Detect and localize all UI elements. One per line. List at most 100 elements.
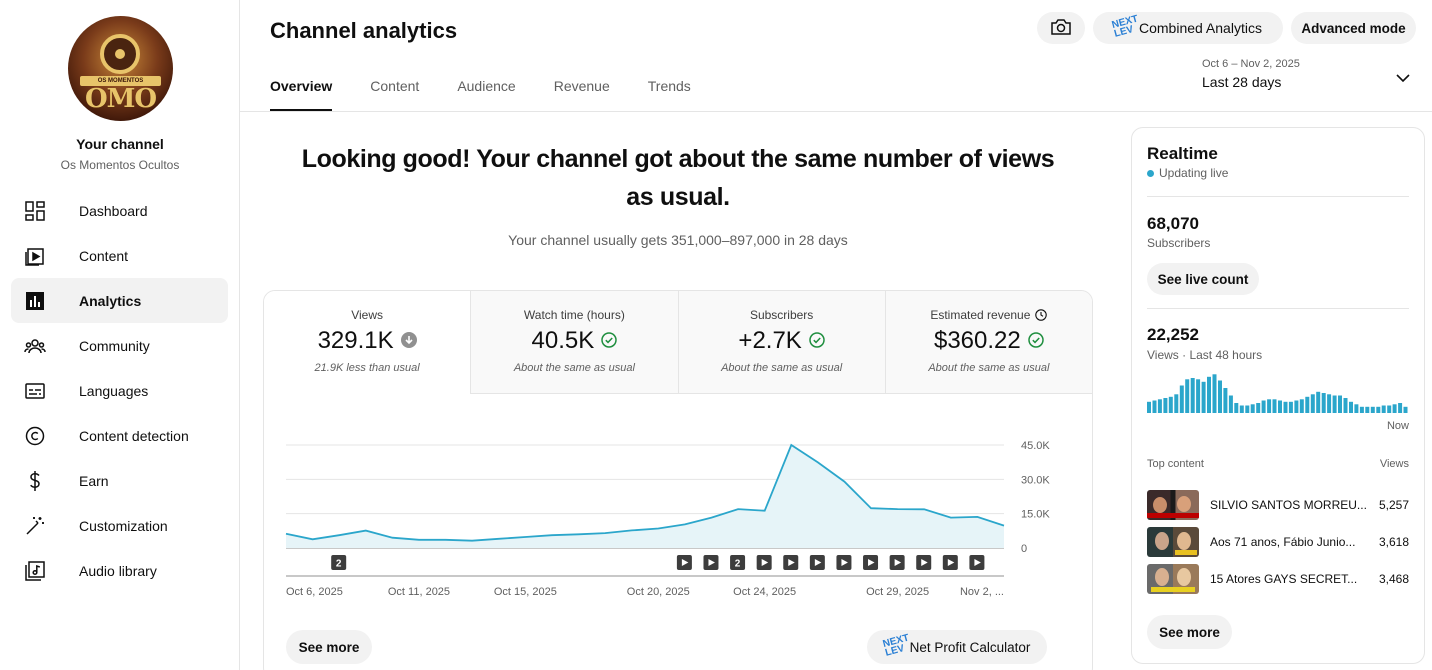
sidebar-item-content-detection[interactable]: Content detection [11, 413, 228, 458]
play-icon [868, 559, 875, 566]
video-marker [730, 555, 746, 570]
tab-audience[interactable]: Audience [457, 78, 516, 94]
sidebar-item-label: Content detection [79, 427, 189, 444]
see-more-button[interactable]: See more [286, 630, 372, 664]
combined-analytics-button[interactable]: NEXT LEV Combined Analytics [1093, 12, 1283, 44]
sidebar-item-community[interactable]: Community [11, 323, 228, 368]
y-tick-label: 15.0K [1021, 509, 1050, 521]
views-chart: 45.0K 30.0K 15.0K 0 2 2 Oct 6, 2025 Oct 11, 202… [285, 440, 1050, 598]
sidebar-item-languages[interactable]: Languages [11, 368, 228, 413]
tab-content[interactable]: Content [370, 78, 420, 94]
sidebar-item-earn[interactable]: Earn [11, 458, 228, 503]
sidebar-item-dashboard[interactable]: Dashboard [11, 188, 228, 233]
summary-subline: Your channel usually gets 351,000–897,00… [508, 232, 848, 248]
realtime-bar [1349, 401, 1353, 413]
tab-revenue[interactable]: Revenue [553, 78, 610, 94]
tab-trends[interactable]: Trends [647, 78, 691, 94]
realtime-bar [1288, 401, 1293, 413]
avatar-ribbon: OS MOMENTOS [80, 76, 161, 86]
metric-views[interactable]: Views 329.1K 21.9K less than usual [264, 291, 472, 394]
net-profit-calculator-button[interactable]: NEXT LEV Net Profit Calculator [867, 630, 1047, 664]
realtime-live-indicator: Updating live [1147, 166, 1228, 180]
video-thumbnail [1147, 490, 1199, 520]
realtime-bar [1332, 395, 1337, 413]
realtime-bar [1147, 401, 1151, 413]
realtime-bar [1278, 400, 1282, 413]
x-tick-label: Oct 15, 2025 [494, 586, 557, 598]
content-icon [23, 244, 47, 268]
realtime-views-label: Views · Last 48 hours [1147, 348, 1263, 362]
avatar-logo-text: OMO [84, 84, 157, 114]
top-content-views: 5,257 [1378, 498, 1409, 512]
video-marker [331, 555, 347, 570]
realtime-bar [1223, 388, 1228, 413]
check-circle-icon [809, 327, 825, 355]
metric-label: Subscribers [749, 308, 814, 322]
sidebar-item-content[interactable]: Content [11, 233, 228, 278]
chevron-down-icon [1396, 70, 1410, 88]
divider [1147, 308, 1409, 309]
tab-overview[interactable]: Overview [270, 78, 333, 111]
y-tick-label: 0 [1021, 543, 1027, 555]
date-range-selector[interactable]: Oct 6 – Nov 2, 2025 Last 28 days [1202, 58, 1416, 100]
video-marker-count: 2 [735, 559, 741, 570]
top-content-title: 15 Atores GAYS SECRET... [1210, 572, 1358, 586]
play-icon [947, 559, 955, 566]
play-icon [841, 559, 848, 566]
sidebar-item-label: Community [79, 337, 150, 354]
screenshot-button[interactable] [1037, 12, 1085, 44]
realtime-bar [1370, 406, 1375, 413]
play-icon [708, 559, 715, 566]
metric-value: $360.22 [933, 327, 1021, 354]
channel-name: Os Momentos Ocultos [60, 158, 180, 172]
live-dot-icon [1147, 169, 1154, 177]
realtime-bar [1327, 394, 1332, 413]
video-thumbnail [1147, 527, 1199, 557]
divider [1147, 196, 1409, 197]
check-circle-icon [1028, 327, 1044, 355]
realtime-bar [1299, 399, 1304, 413]
realtime-subscribers-label: Subscribers [1147, 236, 1211, 250]
sidebar-item-analytics[interactable]: Analytics [11, 278, 228, 323]
sidebar-item-label: Languages [79, 382, 149, 399]
realtime-bar [1365, 406, 1370, 413]
realtime-bar [1354, 404, 1359, 413]
realtime-bar [1376, 406, 1381, 413]
metric-estimated-revenue[interactable]: Estimated revenue $360.22 About the same… [885, 291, 1092, 394]
realtime-bar [1272, 399, 1277, 413]
x-tick-label: Oct 11, 2025 [388, 586, 450, 598]
see-live-count-button[interactable]: See live count [1147, 263, 1259, 295]
realtime-see-more-button[interactable]: See more [1147, 615, 1232, 649]
top-content-row[interactable]: SILVIO SANTOS MORREU... 5,257 [1147, 490, 1409, 520]
top-content-title: SILVIO SANTOS MORREU... [1210, 498, 1367, 512]
realtime-title: Realtime [1147, 144, 1218, 163]
realtime-bar [1256, 403, 1261, 413]
sidebar-item-audio-library[interactable]: Audio library [11, 548, 228, 593]
play-icon [921, 559, 928, 566]
audio-library-icon [23, 559, 47, 583]
clock-icon [1035, 309, 1048, 321]
top-content-row[interactable]: 15 Atores GAYS SECRET... 3,468 [1147, 564, 1409, 594]
realtime-views: 22,252 [1147, 325, 1199, 344]
metric-subscribers[interactable]: Subscribers +2.7K About the same as usua… [678, 291, 886, 394]
realtime-bar [1267, 399, 1272, 413]
x-tick-label: Oct 6, 2025 [286, 586, 343, 598]
metric-label: Views [351, 308, 384, 322]
top-content-row[interactable]: Aos 71 anos, Fábio Junio... 3,618 [1147, 527, 1409, 557]
metric-note: About the same as usual [513, 362, 635, 374]
metric-watch-time[interactable]: Watch time (hours) 40.5K About the same … [471, 291, 679, 394]
advanced-mode-button[interactable]: Advanced mode [1291, 12, 1416, 44]
realtime-bar [1305, 396, 1310, 413]
realtime-bar [1316, 391, 1321, 413]
overview-card: Views 329.1K 21.9K less than usual Watch… [263, 290, 1093, 670]
realtime-bar [1218, 380, 1222, 413]
sidebar-item-customization[interactable]: Customization [11, 503, 228, 548]
metric-value: +2.7K [738, 327, 802, 354]
page-title: Channel analytics [270, 18, 458, 43]
play-icon [814, 559, 822, 566]
metric-note: About the same as usual [928, 362, 1050, 374]
sidebar-item-label: Content [79, 247, 129, 264]
top-content-title: Aos 71 anos, Fábio Junio... [1210, 535, 1356, 549]
top-content-views: 3,618 [1378, 535, 1409, 549]
channel-avatar[interactable]: OS MOMENTOS OMO [68, 16, 173, 121]
